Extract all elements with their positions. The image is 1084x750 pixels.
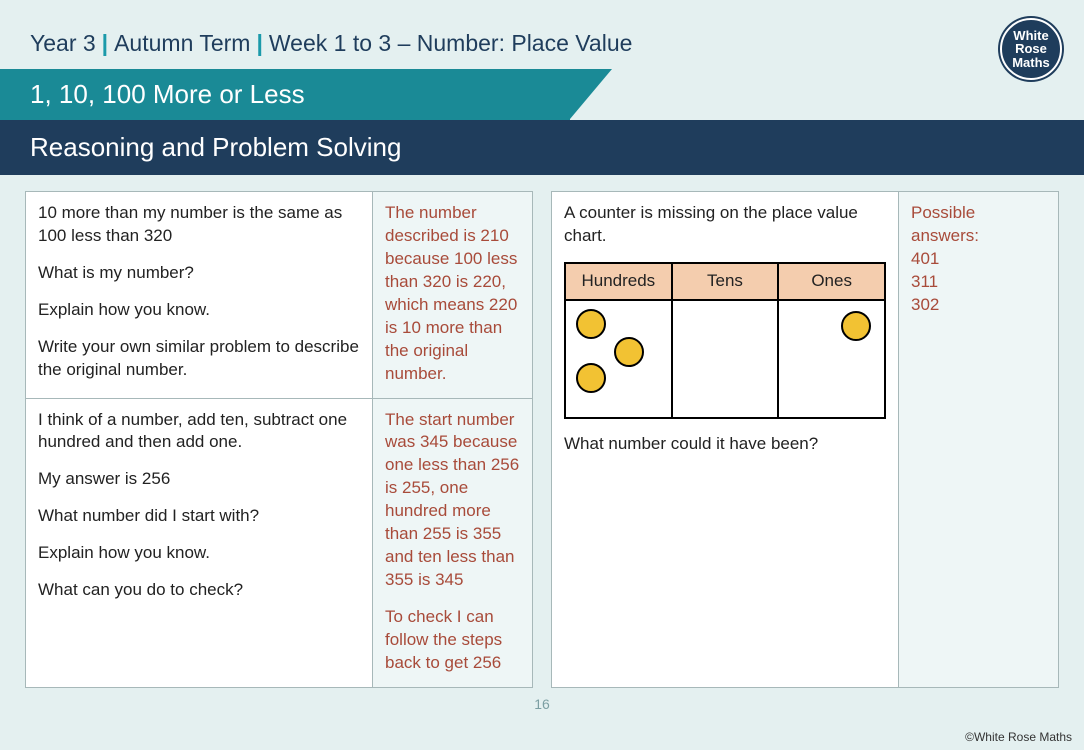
left-row-1: 10 more than my number is the same as 10… bbox=[26, 192, 532, 398]
pv-cell-hundreds bbox=[565, 300, 672, 418]
pv-cell-ones bbox=[778, 300, 885, 418]
logo-badge: White Rose Maths bbox=[1000, 18, 1062, 80]
left-row-2: I think of a number, add ten, subtract o… bbox=[26, 398, 532, 687]
place-value-chart: Hundreds Tens Ones bbox=[564, 262, 886, 419]
a3-heading: Possible answers: bbox=[911, 202, 1046, 248]
q2-line1: I think of a number, add ten, subtract o… bbox=[38, 409, 360, 455]
a3-opt2: 311 bbox=[911, 271, 1046, 294]
pv-cell-tens bbox=[672, 300, 779, 418]
content-area: 10 more than my number is the same as 10… bbox=[0, 175, 1084, 696]
right-row: A counter is missing on the place value … bbox=[552, 192, 1058, 687]
q3-line1: A counter is missing on the place value … bbox=[564, 202, 886, 248]
logo-line2: Rose bbox=[1015, 42, 1047, 56]
q1-line2: What is my number? bbox=[38, 262, 360, 285]
counter-icon bbox=[576, 363, 606, 393]
q1-line3: Explain how you know. bbox=[38, 299, 360, 322]
logo-line1: White bbox=[1013, 29, 1048, 43]
a3-opt3: 302 bbox=[911, 294, 1046, 317]
q2-line4: Explain how you know. bbox=[38, 542, 360, 565]
breadcrumb-week: Week 1 to 3 – Number: Place Value bbox=[269, 30, 633, 57]
title-topic: 1, 10, 100 More or Less bbox=[0, 69, 570, 120]
breadcrumb-year: Year 3 bbox=[30, 30, 96, 57]
question-3: A counter is missing on the place value … bbox=[552, 192, 898, 687]
q3-line2: What number could it have been? bbox=[564, 433, 886, 456]
logo-line3: Maths bbox=[1012, 56, 1050, 70]
q2-line3: What number did I start with? bbox=[38, 505, 360, 528]
pv-header-hundreds: Hundreds bbox=[565, 263, 672, 300]
page-number: 16 bbox=[0, 696, 1084, 712]
a1-text: The number described is 210 because 100 … bbox=[385, 202, 520, 386]
pv-header-ones: Ones bbox=[778, 263, 885, 300]
counter-icon bbox=[576, 309, 606, 339]
answer-3: Possible answers: 401 311 302 bbox=[898, 192, 1058, 687]
q2-line5: What can you do to check? bbox=[38, 579, 360, 602]
a2-text2: To check I can follow the steps back to … bbox=[385, 606, 520, 675]
question-1: 10 more than my number is the same as 10… bbox=[26, 192, 372, 398]
copyright: ©White Rose Maths bbox=[965, 730, 1072, 744]
a2-text1: The start number was 345 because one les… bbox=[385, 409, 520, 593]
answer-1: The number described is 210 because 100 … bbox=[372, 192, 532, 398]
q1-line1: 10 more than my number is the same as 10… bbox=[38, 202, 360, 248]
answer-2: The start number was 345 because one les… bbox=[372, 399, 532, 687]
right-panel: A counter is missing on the place value … bbox=[551, 191, 1059, 688]
question-2: I think of a number, add ten, subtract o… bbox=[26, 399, 372, 687]
a3-opt1: 401 bbox=[911, 248, 1046, 271]
breadcrumb-term: Autumn Term bbox=[114, 30, 250, 57]
breadcrumb-sep-2: | bbox=[256, 30, 262, 57]
left-panel: 10 more than my number is the same as 10… bbox=[25, 191, 533, 688]
breadcrumb-sep-1: | bbox=[102, 30, 108, 57]
breadcrumb: Year 3 | Autumn Term | Week 1 to 3 – Num… bbox=[0, 0, 1084, 69]
counter-icon bbox=[841, 311, 871, 341]
q1-line4: Write your own similar problem to descri… bbox=[38, 336, 360, 382]
title-section: Reasoning and Problem Solving bbox=[0, 120, 1084, 175]
pv-header-tens: Tens bbox=[672, 263, 779, 300]
q2-line2: My answer is 256 bbox=[38, 468, 360, 491]
counter-icon bbox=[614, 337, 644, 367]
